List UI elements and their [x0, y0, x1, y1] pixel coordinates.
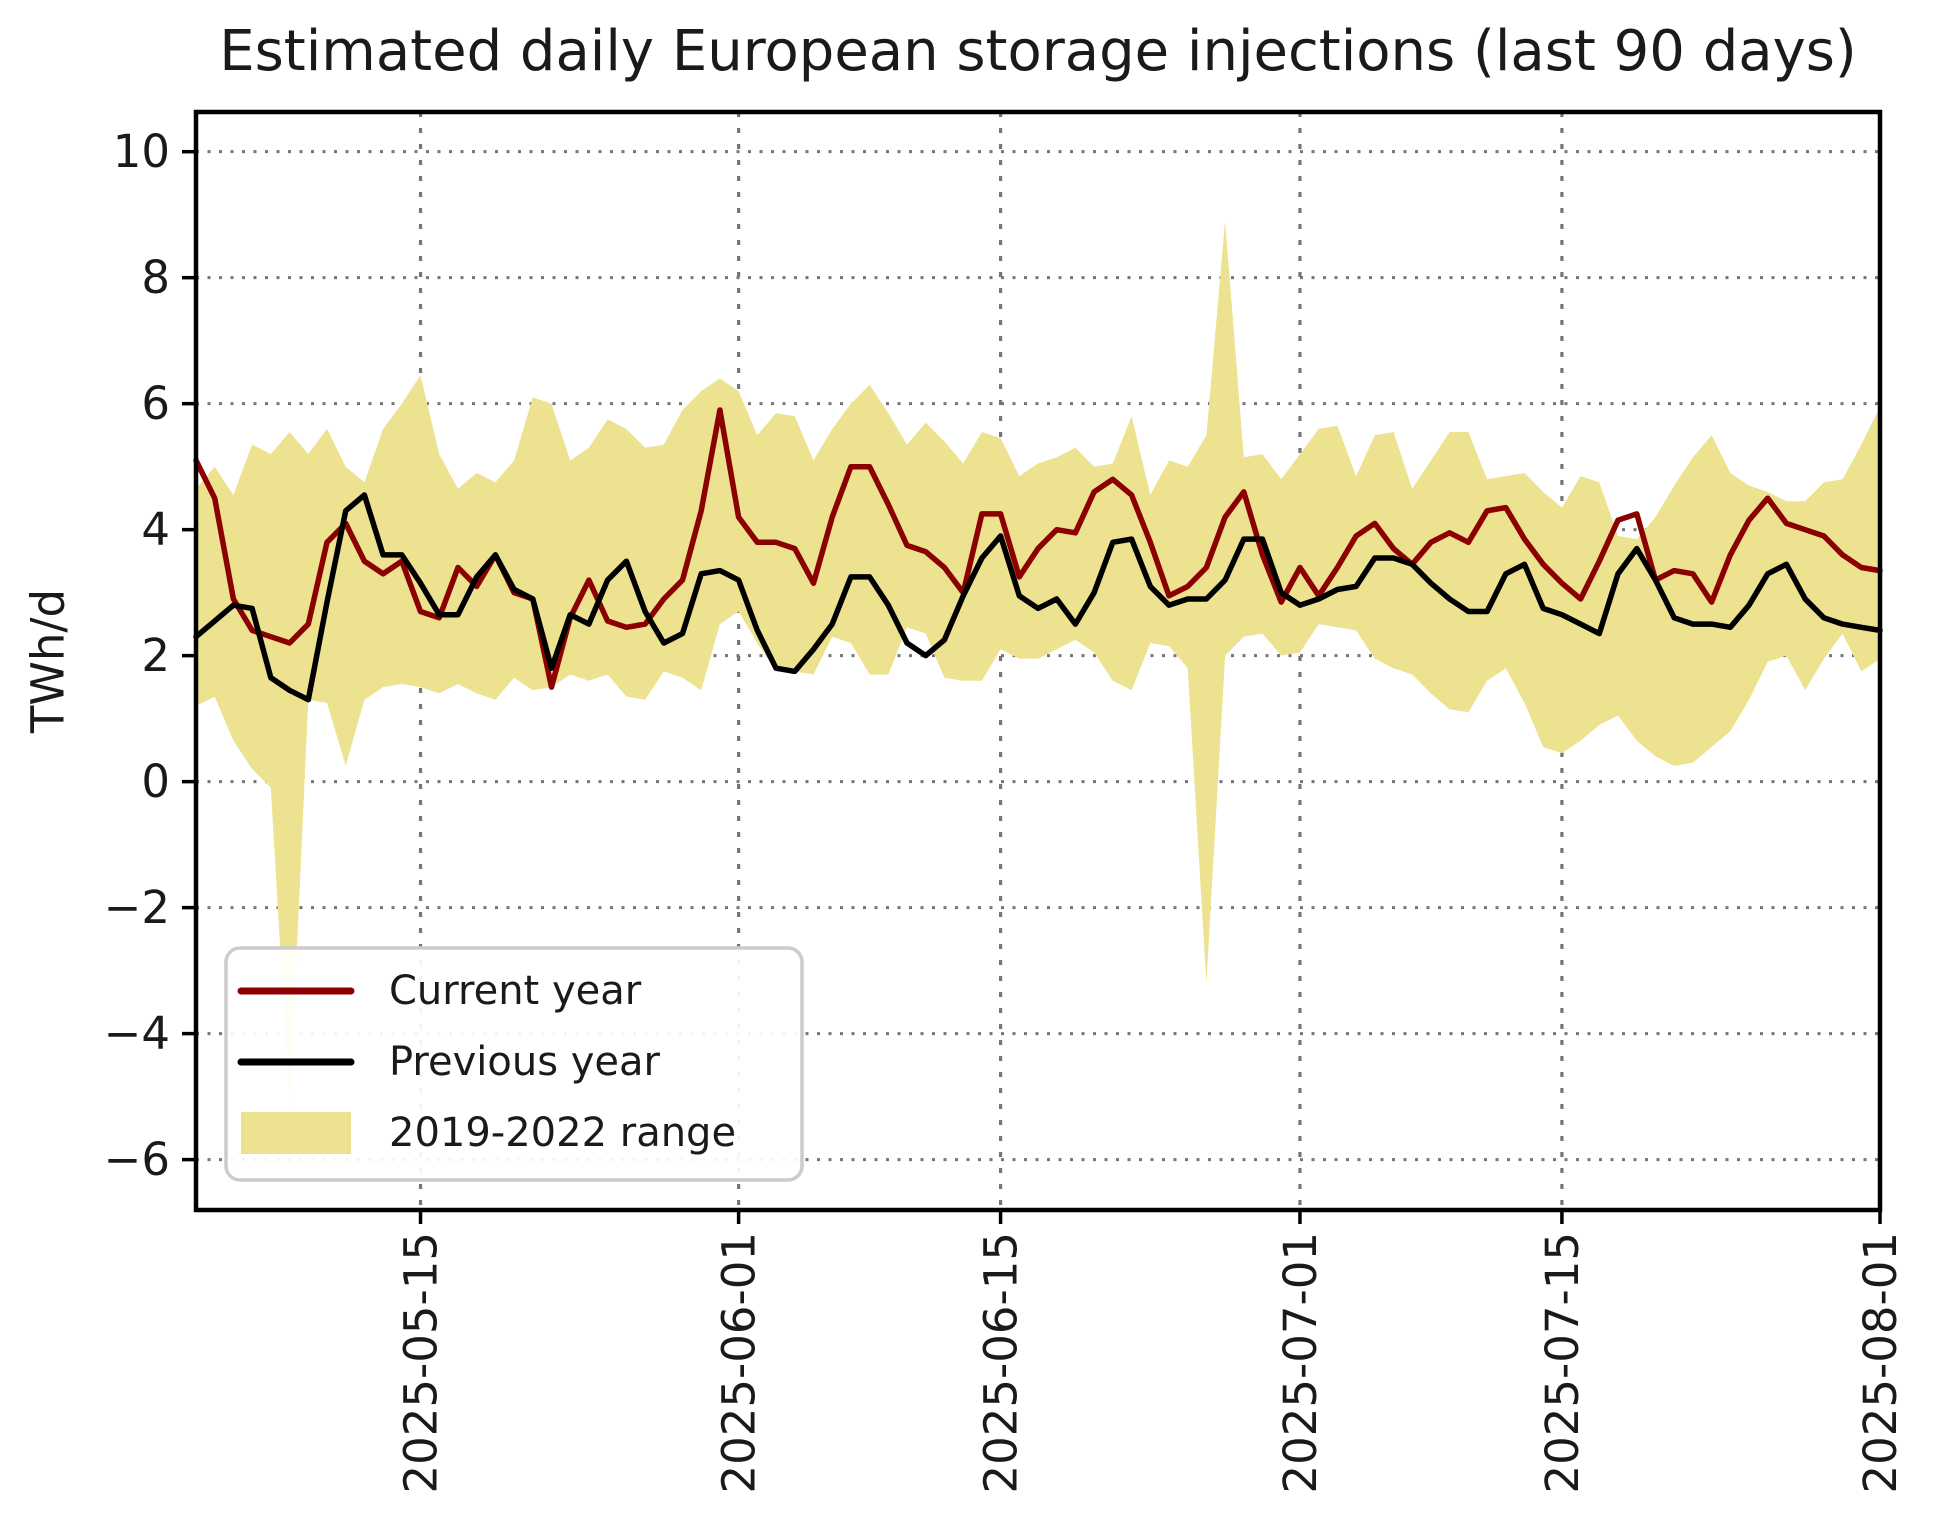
x-tick-label: 2025-05-15 — [395, 1232, 448, 1494]
range-patch-swatch — [241, 1112, 351, 1154]
legend-item-current-year: Current year — [237, 968, 642, 1014]
y-tick-label: −6 — [104, 1133, 170, 1186]
y-tick-label: 8 — [141, 251, 170, 304]
legend-item-range: 2019-2022 range — [241, 1110, 736, 1156]
legend-box: Current year Previous year 2019-2022 ran… — [224, 946, 804, 1182]
y-tick-label: −2 — [104, 881, 170, 934]
y-tick-label: 6 — [141, 377, 170, 430]
y-tick-label: 10 — [113, 125, 170, 178]
legend-label-previous-year: Previous year — [389, 1039, 661, 1085]
y-tick-label: 2 — [141, 629, 170, 682]
series-line-layer — [193, 407, 1883, 703]
y-tick-label: 4 — [141, 503, 170, 556]
x-tick-label: 2025-06-15 — [975, 1232, 1028, 1494]
legend-item-previous-year: Previous year — [237, 1039, 661, 1085]
y-axis-label: TWh/d — [22, 589, 75, 734]
x-tick-label-layer: 2025-05-15 2025-06-01 2025-06-15 2025-07-01… — [395, 1232, 1907, 1494]
range-band-layer — [196, 221, 1880, 1110]
x-tick-label: 2025-08-01 — [1854, 1232, 1907, 1494]
y-tick-label: −4 — [104, 1007, 170, 1060]
y-tick-label-layer: 10 8 6 4 2 0 −2 −4 −6 — [104, 125, 170, 1186]
x-tick-label: 2025-06-01 — [713, 1232, 766, 1494]
range-band-2019-2022 — [196, 221, 1880, 1110]
x-tick-label: 2025-07-01 — [1274, 1232, 1327, 1494]
legend-frame — [224, 946, 804, 1182]
axis-tick-layer — [182, 149, 1882, 1224]
current-year-line — [193, 407, 1883, 690]
chart-title: Estimated daily European storage injecti… — [219, 19, 1857, 84]
legend-label-range: 2019-2022 range — [389, 1110, 736, 1156]
legend-label-current-year: Current year — [389, 968, 642, 1014]
previous-year-line — [193, 492, 1883, 703]
x-tick-label: 2025-07-15 — [1536, 1232, 1589, 1494]
y-tick-label: 0 — [141, 755, 170, 808]
plot-border — [193, 109, 1883, 1213]
